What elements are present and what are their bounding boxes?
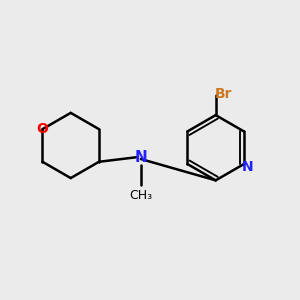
Text: N: N — [135, 150, 147, 165]
Text: Br: Br — [215, 87, 232, 101]
Text: CH₃: CH₃ — [129, 189, 152, 202]
Text: N: N — [242, 160, 254, 174]
Text: O: O — [37, 122, 48, 136]
